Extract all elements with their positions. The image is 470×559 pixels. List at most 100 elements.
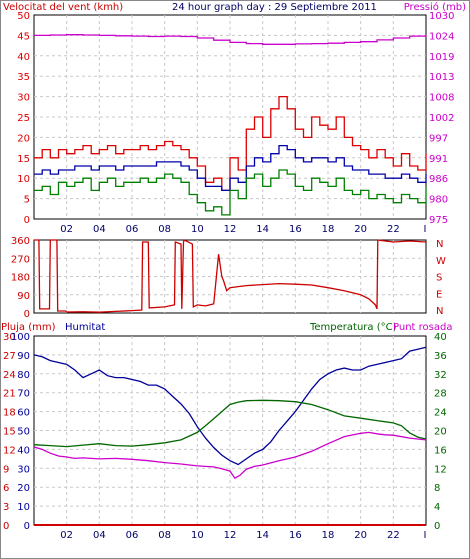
- thermo-xtick-label: 18: [322, 530, 335, 541]
- temperature-ytick-label: 36: [434, 351, 447, 362]
- temperature-ytick-label: 28: [434, 389, 447, 400]
- thermo-series-layer: [33, 346, 427, 526]
- thermo-xtick-label: 12: [224, 530, 237, 541]
- wind-ytick-label: 35: [17, 72, 30, 83]
- compass-label: N: [436, 306, 443, 317]
- wind-xtick-end: I: [424, 224, 427, 235]
- thermo-series-humidity: [33, 346, 427, 466]
- humidity-ytick-label: 100: [11, 332, 30, 343]
- temperature-ytick-label: 0: [434, 521, 440, 532]
- rain-ytick-label: 6: [3, 483, 9, 494]
- thermo-series-dewpoint: [33, 431, 427, 480]
- wind-xtick-label: 16: [289, 224, 302, 235]
- temperature-ytick-label: 12: [434, 464, 447, 475]
- legend-dewpoint: Punt rosada: [393, 322, 452, 333]
- legend-temperature: Temperatura (°C): [309, 322, 397, 333]
- temperature-ytick-label: 40: [434, 332, 447, 343]
- pressure-ytick-label: 1024: [429, 31, 454, 42]
- humidity-ytick-label: 50: [17, 427, 30, 438]
- temperature-ytick-label: 8: [434, 483, 440, 494]
- pressure-ytick-label: 986: [429, 174, 448, 185]
- rain-ytick-label: 27: [3, 351, 16, 362]
- thermo-series-temperature: [33, 399, 427, 448]
- thermo-xtick-label: 16: [289, 530, 302, 541]
- direction-ytick-label: 90: [17, 291, 30, 302]
- direction-ytick-label: 180: [11, 273, 30, 284]
- legend-rain: Pluja (mm): [1, 322, 56, 333]
- wind-xtick-label: 02: [60, 224, 73, 235]
- pressure-ytick-label: 1030: [429, 11, 454, 22]
- direction-series-layer: [34, 239, 427, 313]
- compass-label: E: [436, 289, 442, 300]
- pressure-ytick-label: 1008: [429, 93, 454, 104]
- wind-series-pressure: [34, 34, 427, 45]
- wind-pressure-panel: 0510152025303540455097598098699199710021…: [3, 1, 466, 235]
- pressure-ytick-label: 1019: [429, 52, 454, 63]
- humidity-ytick-label: 0: [24, 521, 30, 532]
- humidity-ytick-label: 60: [17, 408, 30, 419]
- humidity-ytick-label: 70: [17, 389, 30, 400]
- chart-title: 24 hour graph day : 29 Septiembre 2011: [172, 2, 377, 13]
- pressure-ytick-label: 1013: [429, 72, 454, 83]
- wind-ytick-label: 0: [24, 215, 30, 226]
- wind-xtick-label: 14: [256, 224, 269, 235]
- rain-ytick-label: 0: [3, 521, 9, 532]
- compass-label: S: [436, 273, 442, 284]
- humidity-ytick-label: 30: [17, 464, 30, 475]
- wind-xtick-label: 12: [224, 224, 237, 235]
- thermo-xtick-label: 14: [256, 530, 269, 541]
- direction-ytick-label: 270: [11, 254, 30, 265]
- wind-xtick-label: 18: [322, 224, 335, 235]
- wind-xtick-label: 10: [191, 224, 204, 235]
- rain-ytick-label: 3: [3, 502, 9, 513]
- legend-humidity: Humitat: [65, 322, 105, 333]
- wind-xtick-label: 06: [126, 224, 139, 235]
- wind-series-low: [34, 169, 427, 216]
- wind-series-average: [34, 144, 427, 192]
- thermo-xtick-label: 02: [60, 530, 73, 541]
- humidity-ytick-label: 10: [17, 502, 30, 513]
- wind-xtick-label: 20: [354, 224, 367, 235]
- humidity-ytick-label: 40: [17, 445, 30, 456]
- wind-ytick-label: 30: [17, 93, 30, 104]
- rain-ytick-label: 18: [3, 408, 16, 419]
- humidity-ytick-label: 90: [17, 351, 30, 362]
- wind-ytick-label: 45: [17, 31, 30, 42]
- rain-ytick-label: 15: [3, 427, 16, 438]
- wind-series-layer: [34, 34, 427, 216]
- thermo-xtick-label: 04: [93, 530, 106, 541]
- thermo-xtick-end: I: [424, 530, 427, 541]
- wind-axis-title: Velocitat del vent (kmh): [3, 2, 123, 13]
- rain-ytick-label: 21: [3, 389, 16, 400]
- thermo-xtick-label: 08: [158, 530, 171, 541]
- pressure-ytick-label: 975: [429, 215, 448, 226]
- compass-label: W: [436, 256, 446, 267]
- rain-ytick-label: 9: [3, 464, 9, 475]
- humidity-ytick-label: 20: [17, 483, 30, 494]
- direction-ytick-label: 0: [24, 309, 30, 320]
- temperature-ytick-label: 24: [434, 408, 447, 419]
- wind-xtick-label: 04: [93, 224, 106, 235]
- thermo-grid: [34, 336, 426, 525]
- temperature-ytick-label: 4: [434, 502, 440, 513]
- wind-axes-layer: 0510152025303540455097598098699199710021…: [17, 11, 454, 235]
- wind-series-gust: [34, 95, 427, 192]
- temperature-ytick-label: 16: [434, 445, 447, 456]
- direction-series: [34, 239, 427, 313]
- pressure-ytick-label: 991: [429, 154, 448, 165]
- pressure-axis-title: Pressió (mb): [404, 1, 466, 13]
- pressure-ytick-label: 997: [429, 133, 448, 144]
- compass-label: N: [436, 239, 443, 250]
- wind-ytick-label: 10: [17, 174, 30, 185]
- thermo-xtick-label: 06: [126, 530, 139, 541]
- direction-ytick-label: 360: [11, 236, 30, 247]
- temperature-ytick-label: 32: [434, 370, 447, 381]
- rain-ytick-label: 30: [3, 332, 16, 343]
- wind-ytick-label: 15: [17, 154, 30, 165]
- thermo-panel-frame: [33, 335, 427, 526]
- thermo-xtick-label: 22: [387, 530, 400, 541]
